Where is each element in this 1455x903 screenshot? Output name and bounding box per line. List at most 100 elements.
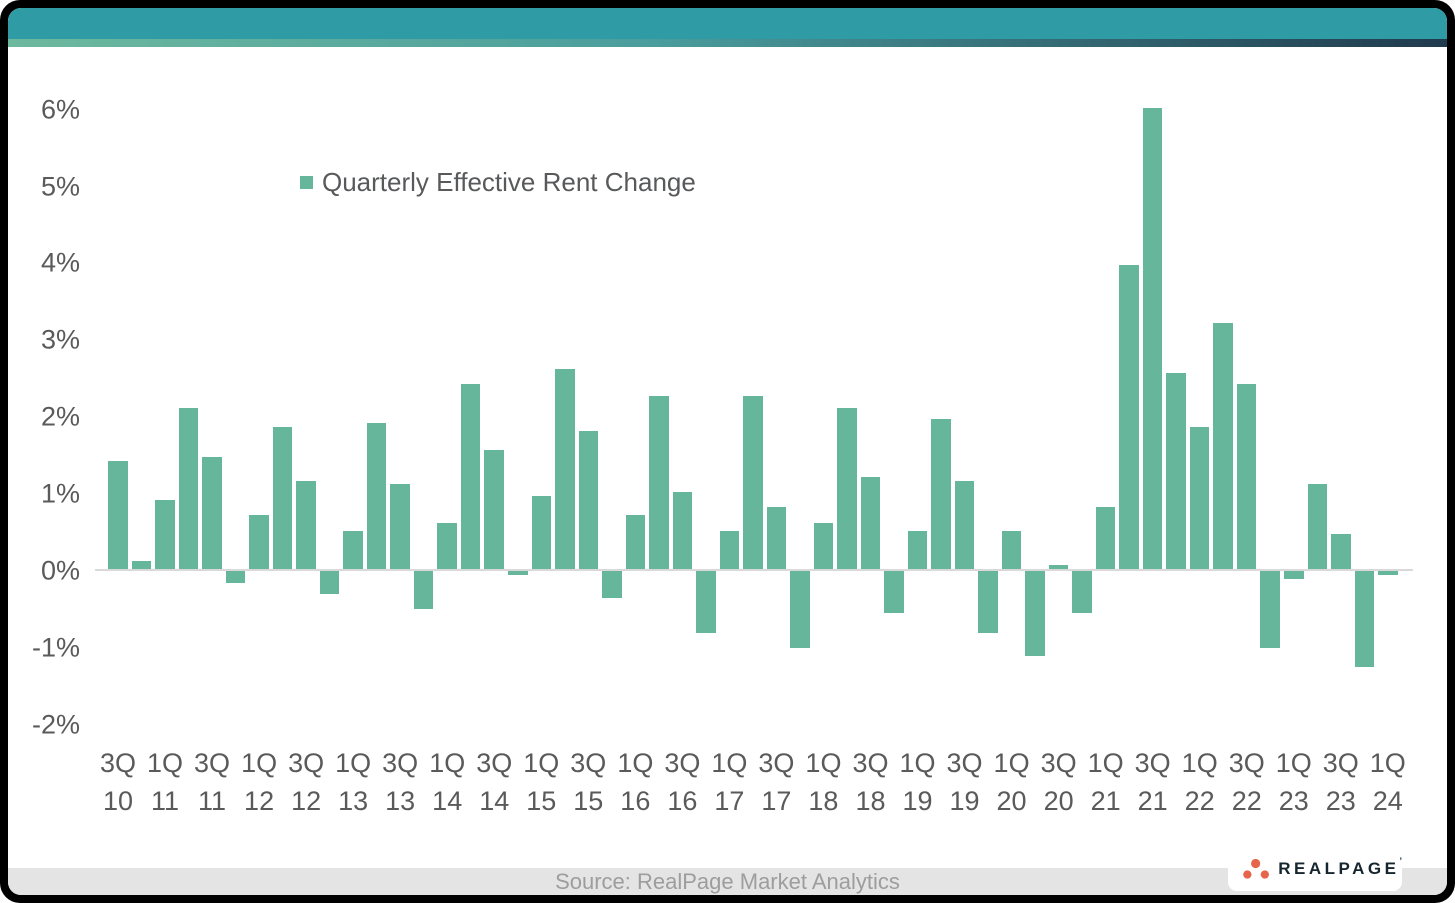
bar-3Q15 <box>578 431 599 569</box>
x-axis-label-quarter: 1Q <box>711 748 748 778</box>
bar-2Q16 <box>649 396 669 569</box>
x-axis-label-quarter: 3Q <box>194 748 231 778</box>
x-axis-label-3Q11: 3Q 11 <box>180 744 244 820</box>
y-axis-label-4: 4% <box>40 247 80 278</box>
x-axis-label-quarter: 1Q <box>805 748 842 778</box>
bar-1Q17 <box>719 531 740 569</box>
x-axis-label-1Q24: 1Q 24 <box>1356 744 1420 820</box>
x-axis-label-3Q17: 3Q 17 <box>744 744 808 820</box>
x-axis-label-3Q21: 3Q 21 <box>1121 744 1185 820</box>
x-axis-label-year: 17 <box>714 786 745 816</box>
bar-4Q11 <box>225 571 246 583</box>
x-axis-label-1Q18: 1Q 18 <box>791 744 855 820</box>
x-axis-label-1Q21: 1Q 21 <box>1074 744 1138 820</box>
x-axis-label-quarter: 3Q <box>1322 748 1359 778</box>
bar-4Q19 <box>978 571 998 633</box>
x-axis-label-quarter: 3Q <box>1040 748 1077 778</box>
bar-3Q20 <box>1048 565 1069 569</box>
x-axis-label-quarter: 1Q <box>523 748 560 778</box>
bar-3Q18 <box>860 477 881 569</box>
bar-4Q23 <box>1354 571 1375 667</box>
bar-4Q17 <box>790 571 810 648</box>
bar-2Q18 <box>837 408 857 569</box>
x-axis-label-quarter: 3Q <box>758 748 795 778</box>
x-axis-label-1Q23: 1Q 23 <box>1262 744 1326 820</box>
bar-1Q18 <box>813 523 834 569</box>
x-axis-label-1Q13: 1Q 13 <box>321 744 385 820</box>
x-axis-label-1Q14: 1Q 14 <box>415 744 479 820</box>
bar-2Q12 <box>272 427 293 569</box>
bar-2Q22 <box>1213 323 1233 569</box>
x-axis-label-year: 24 <box>1372 786 1403 816</box>
bar-2Q23 <box>1307 484 1327 569</box>
x-axis-label-quarter: 3Q <box>946 748 983 778</box>
x-axis-label-1Q15: 1Q 15 <box>509 744 573 820</box>
x-axis-label-year: 15 <box>526 786 557 816</box>
x-axis-label-quarter: 3Q <box>476 748 513 778</box>
bar-3Q22 <box>1236 384 1257 569</box>
x-axis-label-3Q22: 3Q 22 <box>1215 744 1279 820</box>
x-axis-label-year: 16 <box>620 786 651 816</box>
y-axis-label-5: 5% <box>40 171 80 201</box>
x-axis-label-3Q18: 3Q 18 <box>838 744 902 820</box>
y-axis-label-2: 2% <box>40 401 80 432</box>
source-strip: Source: RealPage Market Analytics <box>8 868 1447 895</box>
x-axis-label-3Q23: 3Q 23 <box>1309 744 1373 820</box>
x-axis-label-quarter: 3Q <box>382 748 419 778</box>
bar-2Q13 <box>366 423 387 569</box>
bar-4Q22 <box>1260 571 1280 648</box>
x-axis-label-year: 18 <box>855 786 886 816</box>
bar-1Q19 <box>907 531 928 569</box>
bar-4Q14 <box>508 571 528 575</box>
bar-1Q13 <box>343 531 363 569</box>
header-gradient-strip <box>8 39 1447 47</box>
realpage-logo: REALPAGE ’ <box>1228 847 1402 891</box>
bar-4Q18 <box>884 571 904 613</box>
x-axis-label-quarter: 1Q <box>899 748 936 778</box>
x-axis-label-year: 13 <box>385 786 416 816</box>
x-axis-label-1Q22: 1Q 22 <box>1168 744 1232 820</box>
y-axis-label--1: -1% <box>31 632 80 663</box>
bar-1Q20 <box>1001 531 1022 569</box>
bar-1Q15 <box>531 496 552 569</box>
bar-3Q21 <box>1142 108 1163 569</box>
bar-2Q17 <box>743 396 763 569</box>
x-axis-label-quarter: 1Q <box>1275 748 1312 778</box>
bar-1Q12 <box>249 515 269 569</box>
x-axis-label-1Q17: 1Q 17 <box>697 744 761 820</box>
realpage-trademark: ’ <box>1399 856 1402 866</box>
x-axis-label-year: 15 <box>573 786 604 816</box>
bar-2Q19 <box>931 419 951 569</box>
x-axis-label-quarter: 1Q <box>993 748 1030 778</box>
x-axis-label-year: 16 <box>667 786 698 816</box>
x-axis-label-quarter: 3Q <box>1134 748 1171 778</box>
x-axis-label-year: 19 <box>902 786 933 816</box>
y-axis-label-6: 6% <box>40 94 80 125</box>
chart-legend: Quarterly Effective Rent Change <box>300 166 696 198</box>
x-axis-label-3Q13: 3Q 13 <box>368 744 432 820</box>
chart-card-inner: Quarterly Effective Rent Change 6% 5% 4% 3%… <box>8 8 1447 895</box>
x-axis-label-quarter: 1Q <box>335 748 372 778</box>
bar-2Q21 <box>1119 265 1139 569</box>
bar-3Q16 <box>672 492 693 569</box>
x-axis-label-3Q12: 3Q 12 <box>274 744 338 820</box>
legend-label: Quarterly Effective Rent Change <box>322 166 696 197</box>
bar-3Q17 <box>766 507 787 569</box>
bar-2Q14 <box>460 384 481 569</box>
x-axis-label-1Q11: 1Q 11 <box>133 744 197 820</box>
x-axis-label-3Q14: 3Q 14 <box>462 744 526 820</box>
x-axis-label-3Q19: 3Q 19 <box>933 744 997 820</box>
x-axis-label-quarter: 3Q <box>1228 748 1265 778</box>
bar-3Q13 <box>390 484 410 569</box>
x-axis-label-year: 20 <box>996 786 1027 816</box>
bar-2Q11 <box>178 408 199 569</box>
y-axis-label-0: 0% <box>40 555 80 586</box>
header-teal-bar <box>8 8 1447 39</box>
x-axis-label-year: 21 <box>1090 786 1121 816</box>
x-axis-label-year: 11 <box>198 786 227 816</box>
x-axis-label-quarter: 1Q <box>147 748 184 778</box>
legend-swatch-icon <box>300 175 313 189</box>
x-axis-label-quarter: 1Q <box>1181 748 1218 778</box>
y-axis-label--2: -2% <box>31 709 80 740</box>
